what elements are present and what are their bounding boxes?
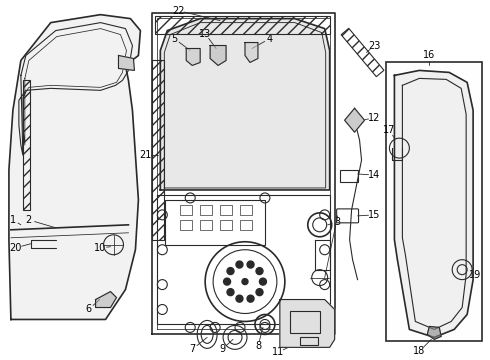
- Text: 23: 23: [368, 41, 381, 50]
- Text: 4: 4: [267, 33, 273, 44]
- Polygon shape: [160, 19, 330, 190]
- Polygon shape: [119, 55, 134, 71]
- Bar: [220, 205, 232, 215]
- Text: 12: 12: [368, 113, 381, 123]
- Polygon shape: [280, 300, 335, 347]
- Bar: [341, 28, 384, 77]
- Circle shape: [242, 279, 248, 285]
- Bar: [180, 220, 192, 230]
- Text: 3: 3: [335, 217, 341, 227]
- Polygon shape: [394, 71, 473, 337]
- Text: 8: 8: [255, 341, 261, 351]
- Text: 17: 17: [383, 125, 395, 135]
- Polygon shape: [186, 49, 200, 66]
- Circle shape: [256, 289, 263, 296]
- Circle shape: [259, 278, 267, 285]
- Bar: [165, 200, 265, 245]
- Text: 14: 14: [368, 170, 381, 180]
- Text: 9: 9: [219, 345, 225, 354]
- Text: 5: 5: [171, 33, 177, 44]
- Polygon shape: [427, 327, 441, 339]
- Text: 16: 16: [423, 50, 436, 60]
- Bar: [220, 220, 232, 230]
- Circle shape: [247, 295, 254, 302]
- Text: 2: 2: [25, 215, 32, 225]
- Text: 19: 19: [469, 270, 481, 280]
- Bar: [290, 311, 319, 333]
- Bar: [300, 337, 318, 345]
- Bar: [200, 220, 212, 230]
- Bar: [340, 170, 358, 182]
- Bar: [240, 220, 252, 230]
- Text: 18: 18: [413, 346, 425, 356]
- Bar: [387, 62, 482, 341]
- Circle shape: [227, 289, 234, 296]
- Text: 11: 11: [272, 347, 284, 357]
- Bar: [200, 205, 212, 215]
- Text: 7: 7: [189, 345, 196, 354]
- Text: 1: 1: [10, 215, 16, 225]
- Circle shape: [223, 278, 231, 285]
- Bar: [180, 205, 192, 215]
- Bar: [23, 80, 30, 210]
- Text: 22: 22: [172, 6, 185, 15]
- Bar: [152, 60, 164, 240]
- Circle shape: [247, 261, 254, 268]
- Circle shape: [236, 261, 243, 268]
- Text: 13: 13: [199, 28, 211, 39]
- Text: 15: 15: [368, 210, 381, 220]
- Text: 10: 10: [95, 243, 107, 253]
- Polygon shape: [344, 108, 365, 132]
- Text: 6: 6: [86, 305, 92, 315]
- Polygon shape: [9, 15, 141, 319]
- Bar: [155, 15, 330, 33]
- Polygon shape: [210, 45, 226, 66]
- Polygon shape: [96, 292, 117, 307]
- Circle shape: [256, 267, 263, 275]
- Circle shape: [227, 267, 234, 275]
- Polygon shape: [245, 42, 258, 62]
- Text: 21: 21: [139, 150, 151, 160]
- Bar: [157, 195, 330, 324]
- Text: 20: 20: [10, 243, 22, 253]
- Circle shape: [236, 295, 243, 302]
- Bar: [240, 205, 252, 215]
